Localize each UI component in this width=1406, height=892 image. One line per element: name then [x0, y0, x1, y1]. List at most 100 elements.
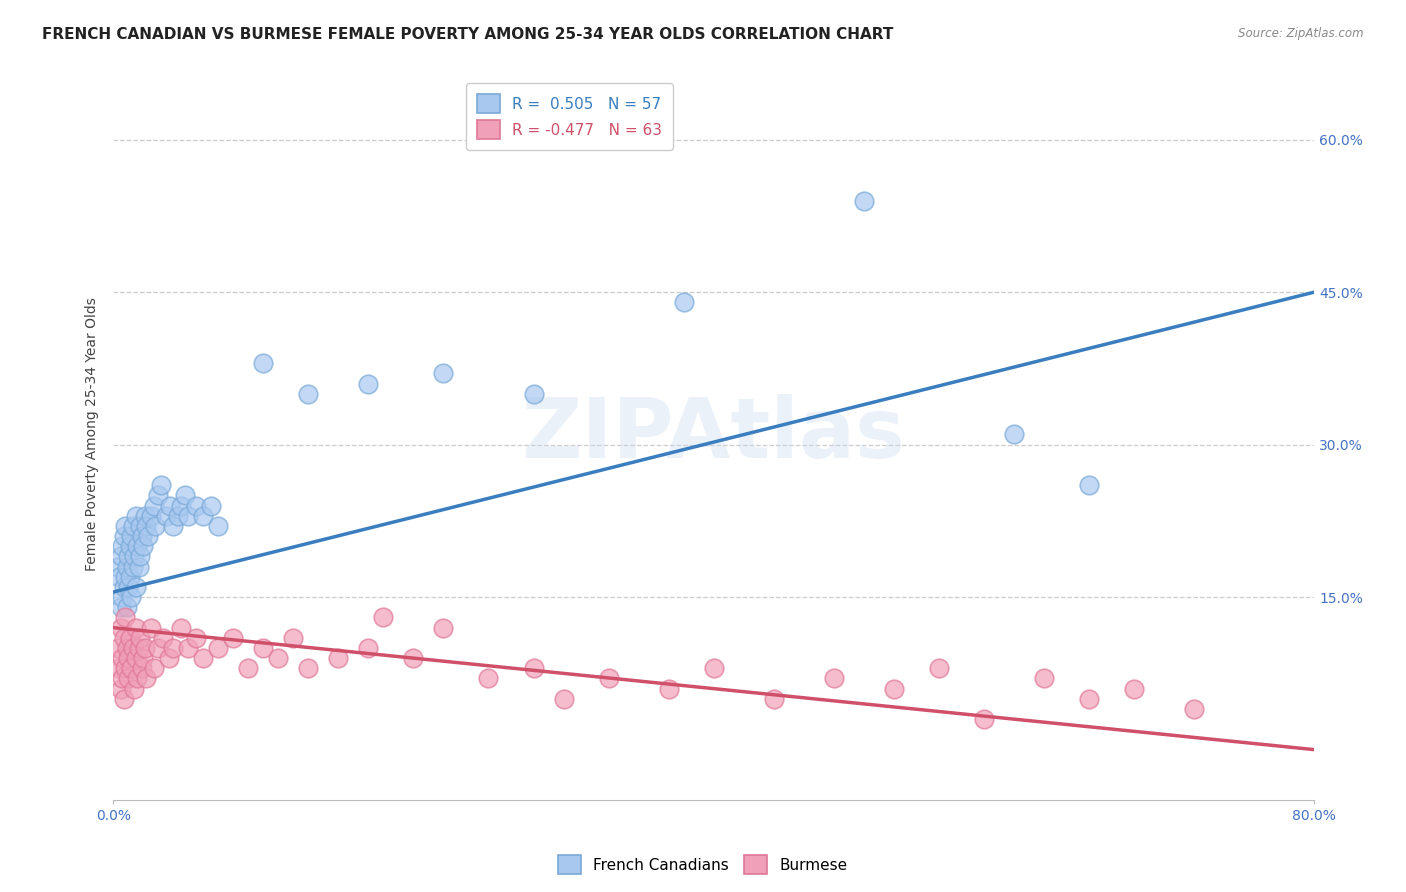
Point — [522, 661, 544, 675]
Point — [477, 672, 499, 686]
Text: Source: ZipAtlas.com: Source: ZipAtlas.com — [1239, 27, 1364, 40]
Point — [128, 640, 150, 655]
Point — [703, 661, 725, 675]
Point — [162, 640, 184, 655]
Point — [120, 590, 142, 604]
Point — [973, 712, 995, 726]
Point — [117, 651, 139, 665]
Point — [174, 488, 197, 502]
Point — [114, 519, 136, 533]
Point — [598, 672, 620, 686]
Point — [883, 681, 905, 696]
Point — [134, 508, 156, 523]
Point — [118, 539, 141, 553]
Point — [117, 580, 139, 594]
Point — [110, 600, 132, 615]
Point — [238, 661, 260, 675]
Point — [1078, 691, 1101, 706]
Text: ZIPAtlas: ZIPAtlas — [522, 394, 905, 475]
Point — [115, 600, 138, 615]
Point — [157, 651, 180, 665]
Point — [222, 631, 245, 645]
Point — [118, 631, 141, 645]
Point — [136, 529, 159, 543]
Point — [131, 661, 153, 675]
Point — [170, 621, 193, 635]
Point — [177, 508, 200, 523]
Y-axis label: Female Poverty Among 25-34 Year Olds: Female Poverty Among 25-34 Year Olds — [86, 298, 100, 572]
Point — [131, 529, 153, 543]
Point — [252, 356, 274, 370]
Point — [1002, 427, 1025, 442]
Point — [120, 529, 142, 543]
Point — [762, 691, 785, 706]
Point — [128, 559, 150, 574]
Point — [117, 672, 139, 686]
Point — [107, 559, 129, 574]
Point — [132, 651, 155, 665]
Point — [111, 539, 134, 553]
Point — [170, 499, 193, 513]
Point — [207, 640, 229, 655]
Point — [166, 508, 188, 523]
Point — [148, 488, 170, 502]
Point — [177, 640, 200, 655]
Point — [118, 570, 141, 584]
Point — [121, 559, 143, 574]
Point — [150, 478, 173, 492]
Point — [373, 610, 395, 624]
Point — [1078, 478, 1101, 492]
Point — [111, 651, 134, 665]
Point — [357, 376, 380, 391]
Point — [207, 519, 229, 533]
Point — [108, 570, 131, 584]
Point — [114, 661, 136, 675]
Point — [135, 519, 157, 533]
Point — [1032, 672, 1054, 686]
Point — [115, 559, 138, 574]
Point — [122, 549, 145, 564]
Point — [162, 519, 184, 533]
Point — [142, 661, 165, 675]
Point — [129, 519, 152, 533]
Point — [114, 570, 136, 584]
Point — [328, 651, 350, 665]
Point — [108, 661, 131, 675]
Legend: French Canadians, Burmese: French Canadians, Burmese — [553, 849, 853, 880]
Point — [193, 508, 215, 523]
Point — [143, 519, 166, 533]
Point — [193, 651, 215, 665]
Point — [125, 651, 148, 665]
Point — [139, 621, 162, 635]
Point — [267, 651, 290, 665]
Point — [252, 640, 274, 655]
Point — [112, 631, 135, 645]
Point — [823, 672, 845, 686]
Point — [200, 499, 222, 513]
Point — [129, 631, 152, 645]
Point — [432, 367, 454, 381]
Point — [121, 519, 143, 533]
Point — [115, 640, 138, 655]
Point — [122, 681, 145, 696]
Point — [152, 631, 174, 645]
Point — [107, 640, 129, 655]
Point — [852, 194, 875, 208]
Point — [112, 529, 135, 543]
Point — [110, 681, 132, 696]
Point — [522, 387, 544, 401]
Point — [672, 295, 695, 310]
Point — [1182, 702, 1205, 716]
Point — [127, 672, 149, 686]
Point — [553, 691, 575, 706]
Point — [112, 580, 135, 594]
Point — [117, 549, 139, 564]
Point — [184, 631, 207, 645]
Point — [297, 661, 319, 675]
Point — [184, 499, 207, 513]
Point — [928, 661, 950, 675]
Point — [111, 672, 134, 686]
Point — [357, 640, 380, 655]
Point — [134, 640, 156, 655]
Point — [120, 661, 142, 675]
